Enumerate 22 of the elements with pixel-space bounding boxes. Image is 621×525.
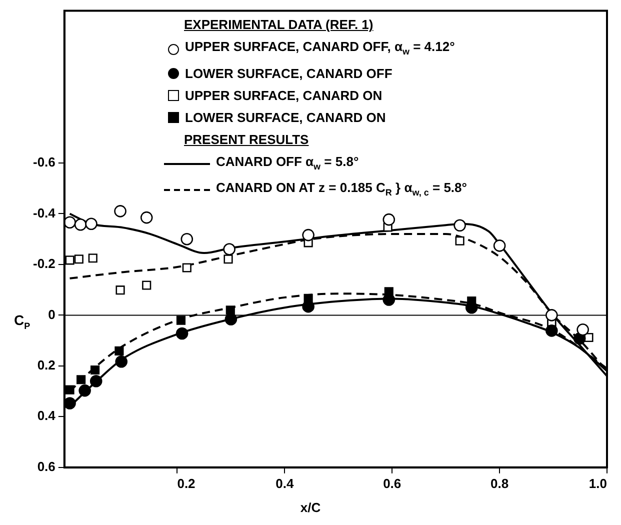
annotation: EXPERIMENTAL DATA (REF. 1) — [184, 16, 374, 34]
annotation: PRESENT RESULTS — [184, 130, 310, 149]
x-tick-label: 0.8 — [490, 476, 509, 491]
y-tick-label: 0.2 — [37, 358, 56, 373]
y-tick-label: 0.4 — [37, 408, 56, 424]
legend-label: CANARD ON AT z = 0.185 C$_{R}$ } α$_{w, c}$ = 5.8° — [216, 179, 467, 200]
legend-label: LOWER SURFACE, CANARD ON — [185, 108, 386, 127]
legend-label: UPPER SURFACE, CANARD OFF, α$_{w}$ = 4.12° — [185, 38, 455, 59]
y-axis-title: C$_{P}$ — [14, 312, 30, 331]
legend-label: UPPER SURFACE, CANARD ON — [185, 86, 382, 105]
x-axis-title: x/C — [299, 500, 322, 515]
y-tick-label: -0.2 — [32, 256, 56, 272]
y-tick-label: 0.6 — [37, 458, 56, 474]
legend-label: LOWER SURFACE, CANARD OFF — [185, 64, 392, 83]
y-tick-label: -0.6 — [32, 154, 56, 170]
y-tick-label: 0 — [48, 306, 56, 322]
legend-label: CANARD OFF α$_{w}$ = 5.8° — [216, 152, 359, 174]
x-tick-label: 0.6 — [383, 476, 402, 491]
x-tick-label: 0.2 — [177, 476, 196, 491]
x-tick-label: 1.0 — [588, 476, 607, 491]
y-tick-label: -0.4 — [32, 205, 56, 220]
x-tick-label: 0.4 — [276, 476, 294, 491]
